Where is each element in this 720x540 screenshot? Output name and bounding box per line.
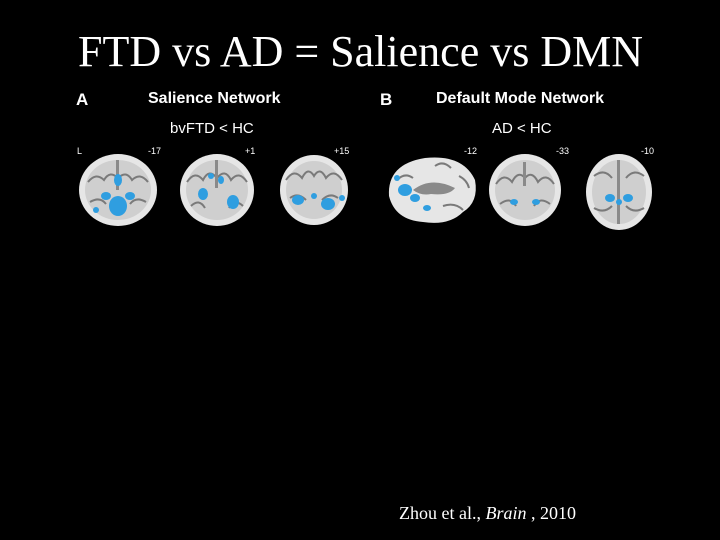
- activation-blob: [423, 205, 431, 211]
- activation-blob: [339, 195, 345, 201]
- activation-blob: [208, 173, 214, 179]
- panel-a-slice-label-3: +15: [334, 146, 350, 156]
- brain-sagittal-minus12: [388, 157, 476, 223]
- activation-blob: [198, 188, 208, 200]
- activation-blob: [101, 192, 111, 200]
- activation-blob: [616, 199, 622, 205]
- activation-blob: [114, 174, 122, 186]
- activation-blob: [321, 198, 335, 210]
- panel-a-contrast: bvFTD < HC: [170, 120, 254, 137]
- activation-blob: [410, 194, 420, 202]
- panel-b-slice-label-2: -33: [556, 146, 570, 156]
- activation-blob: [605, 194, 615, 202]
- citation-year: , 2010: [531, 503, 576, 523]
- panel-a-slice-label-2: +1: [245, 146, 256, 156]
- panel-a-title: Salience Network: [148, 90, 281, 107]
- activation-blob: [227, 195, 239, 209]
- activation-blob: [532, 199, 540, 205]
- activation-blob: [311, 193, 317, 199]
- panel-b-contrast: AD < HC: [492, 120, 552, 137]
- panel-b-slice-label-1: -12: [464, 146, 478, 156]
- activation-blob: [292, 195, 304, 205]
- citation-authors: Zhou et al.,: [399, 503, 481, 523]
- panel-a-letter: A: [76, 90, 89, 109]
- activation-blob: [93, 207, 99, 213]
- panel-a-side-label: L: [77, 146, 83, 156]
- brain-coronal-minus33: [489, 154, 561, 226]
- brain-coronal-plus15: [280, 155, 348, 225]
- panel-b-title: Default Mode Network: [436, 90, 605, 107]
- activation-blob: [218, 176, 224, 184]
- brain-axial-minus10: [586, 154, 652, 230]
- panel-b-letter: B: [380, 90, 393, 109]
- activation-blob: [398, 184, 412, 196]
- brain-coronal-minus17: [79, 154, 157, 226]
- activation-blob: [623, 194, 633, 202]
- activation-blob: [510, 199, 518, 205]
- slide-title: FTD vs AD = Salience vs DMN: [78, 27, 644, 76]
- activation-blob: [125, 192, 135, 200]
- panel-a-slice-label-1: -17: [148, 146, 162, 156]
- brain-coronal-plus1: [180, 154, 254, 226]
- citation-journal: Brain: [485, 503, 527, 523]
- panel-b-slice-label-3: -10: [641, 146, 655, 156]
- activation-blob: [109, 196, 127, 216]
- citation: Zhou et al., Brain , 2010: [399, 503, 576, 524]
- activation-blob: [394, 175, 400, 181]
